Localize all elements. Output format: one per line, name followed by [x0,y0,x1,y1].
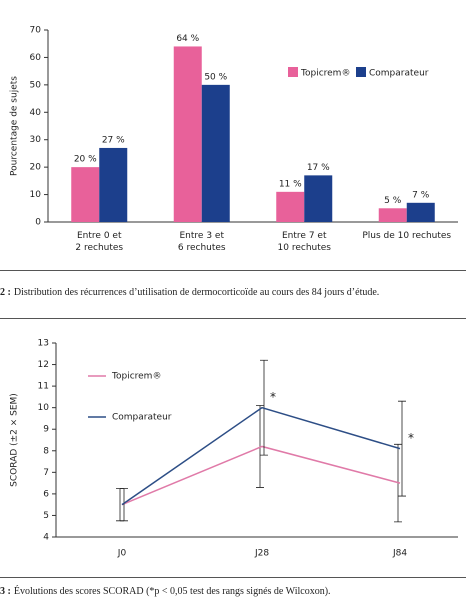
y-tick-label: 6 [43,489,49,499]
rule [0,318,466,319]
error-bar [256,405,264,488]
caption-label: 2 : [0,287,11,298]
bar [406,202,435,222]
x-tick-label: Plus de 10 rechutes [362,231,452,241]
value-label: 5 % [384,196,402,206]
y-tick-label: 10 [30,190,42,200]
value-label: 7 % [412,190,430,200]
caption: 2 : Distribution des récurrences d’utilis… [0,287,379,298]
y-tick-label: 0 [35,218,41,228]
caption-label: 3 : [0,586,11,597]
caption-text: Distribution des récurrences d’utilisati… [13,287,380,298]
legend-label: Topicrem® [111,372,161,382]
x-tick-label: J0 [117,549,127,559]
y-tick-label: 40 [30,108,42,118]
bar [276,191,305,222]
error-bar [398,400,406,497]
line [121,406,401,506]
bar [378,208,407,222]
value-label: 27 % [102,135,125,145]
y-tick-label: 4 [43,533,49,543]
y-tick-label: 5 [43,511,49,521]
legend-label: Comparateur [112,413,172,423]
value-label: 17 % [307,163,330,173]
y-tick-label: 60 [30,53,42,63]
y-tick-label: 20 [30,163,42,173]
bar [99,147,128,222]
value-label: 11 % [279,179,302,189]
y-tick-label: 50 [30,80,42,90]
y-axis-label: SCORAD (±2 × SEM) [10,393,20,487]
y-tick-label: 8 [43,446,49,456]
caption: 3 : Évolutions des scores SCORAD (*p < 0,… [0,586,331,597]
line [121,445,401,506]
rule [0,577,466,578]
x-tick-label: J84 [392,549,407,559]
legend-label: Topicrem® [300,69,350,79]
y-tick-label: 7 [43,468,49,478]
y-tick-label: 9 [43,425,49,435]
legend-swatch [356,67,366,77]
x-tick-label: Entre 0 et 2 rechutes [75,231,124,253]
rule [0,270,466,271]
error-bar [120,488,128,522]
value-label: 64 % [176,34,199,44]
annotation: * [270,390,276,404]
y-axis-label: Pourcentage de sujets [10,76,20,176]
value-label: 50 % [204,72,227,82]
caption-text: Évolutions des scores SCORAD (*p < 0,05 … [13,586,331,597]
value-label: 20 % [74,155,97,165]
legend-label: Comparateur [369,69,429,79]
y-tick-label: 11 [38,382,49,392]
y-tick-label: 70 [30,26,42,36]
y-tick-label: 30 [30,135,42,145]
bar [173,46,202,223]
y-tick-label: 12 [38,360,49,370]
x-tick-label: Entre 3 et 6 rechutes [177,231,226,253]
annotation: * [408,431,414,445]
bar [304,175,333,222]
y-tick-label: 13 [38,339,49,349]
x-tick-label: J28 [254,549,269,559]
x-tick-label: Entre 7 et 10 rechutes [277,231,331,253]
bar [201,84,230,222]
y-tick-label: 10 [38,403,50,413]
bar [71,167,100,222]
legend-swatch [288,67,298,77]
